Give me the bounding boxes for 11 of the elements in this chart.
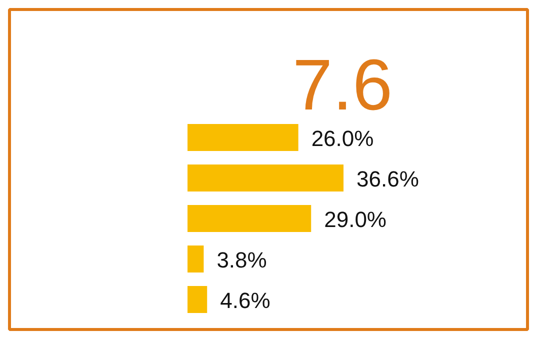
bar — [188, 286, 208, 313]
data-label: 36.6% — [356, 166, 419, 192]
bar — [188, 246, 204, 272]
chart-title: 7.6 — [292, 46, 393, 126]
data-label: 29.0% — [324, 207, 386, 232]
data-label: 26.0% — [311, 126, 374, 151]
data-label: 4.6% — [220, 288, 270, 313]
bar — [188, 164, 344, 192]
data-label: 3.8% — [216, 248, 267, 272]
bar — [188, 205, 312, 232]
bar — [188, 124, 298, 151]
